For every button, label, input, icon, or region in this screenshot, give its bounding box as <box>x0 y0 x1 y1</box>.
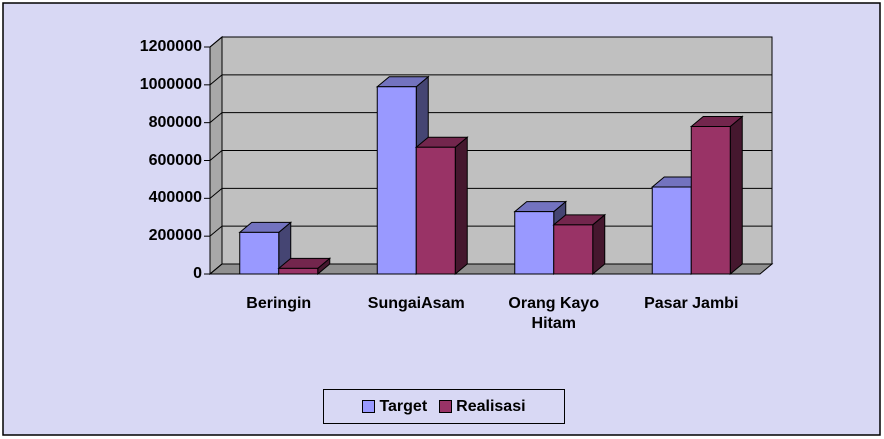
x-tick-label: Orang Kayo Hitam <box>508 295 600 332</box>
bar-side <box>729 115 743 276</box>
bar-front <box>278 267 319 275</box>
grid-line-side <box>209 187 223 199</box>
bar-front <box>514 211 555 275</box>
bar <box>414 136 469 276</box>
grid-line-side <box>209 150 223 161</box>
y-tick-label: 1200000 <box>139 38 202 55</box>
legend-swatch <box>362 400 376 413</box>
bar <box>277 257 332 276</box>
x-tick-label: Pasar Jambi <box>644 295 739 312</box>
grid-line-side <box>209 225 223 237</box>
grid-line-side <box>209 263 223 275</box>
legend-label: Target <box>379 397 428 415</box>
y-tick-label: 400000 <box>148 189 202 207</box>
grid-line-side <box>209 74 223 86</box>
x-tick-label: SungaiAsam <box>367 295 465 312</box>
bar-front <box>690 125 731 275</box>
x-tick-label: Beringin <box>246 295 312 312</box>
bar-front <box>553 224 594 275</box>
bar-front <box>239 231 280 275</box>
bar-side <box>454 136 468 276</box>
legend-label: Realisasi <box>456 397 526 415</box>
bar-front <box>376 86 417 275</box>
legend-item: Realisasi <box>439 397 526 416</box>
y-tick-label: 1000000 <box>139 75 202 93</box>
legend: Target Realisasi <box>323 389 565 424</box>
bar <box>238 221 293 276</box>
bar-front <box>651 186 692 275</box>
bar <box>513 200 568 276</box>
bar <box>552 213 607 276</box>
grid-line-side <box>209 112 223 124</box>
bar <box>689 115 744 276</box>
bar-front <box>415 146 456 275</box>
y-tick-label: 800000 <box>148 113 202 131</box>
y-tick-label: 0 <box>193 265 202 282</box>
grid-line-side <box>209 36 223 48</box>
y-tick-label: 200000 <box>148 227 202 245</box>
y-tick-label: 600000 <box>148 151 202 169</box>
legend-item: Target <box>362 398 427 416</box>
legend-swatch <box>439 400 453 413</box>
